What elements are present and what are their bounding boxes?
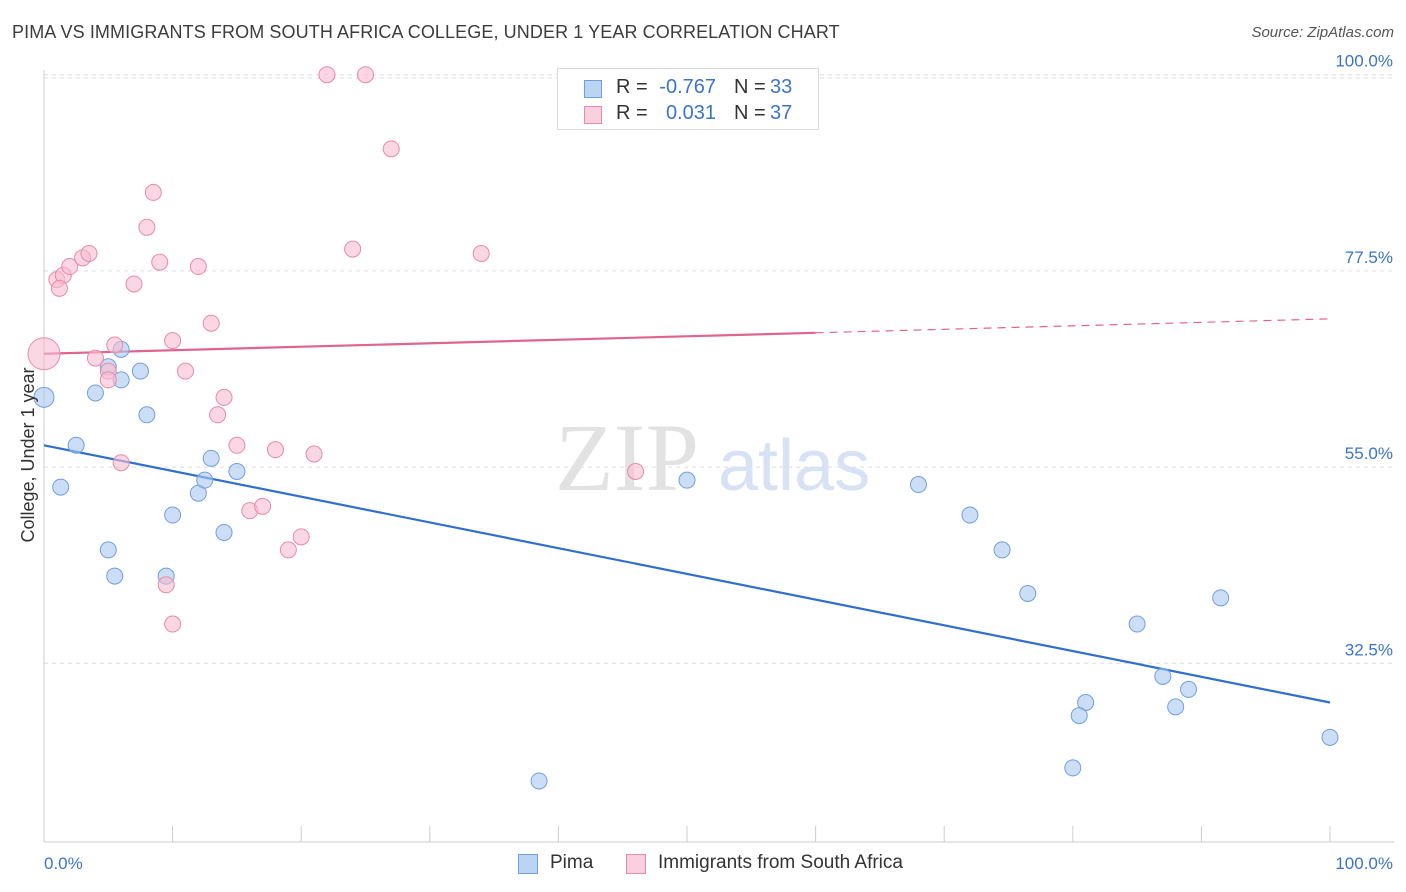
south-africa-point — [138, 218, 156, 236]
x-tick-label-max: 100.0% — [1335, 854, 1393, 873]
pima-trend-line — [43, 444, 1331, 704]
pima-point — [106, 567, 124, 585]
pima-point — [1167, 698, 1185, 716]
pima-point — [52, 478, 70, 496]
series-swatch-south-africa — [626, 854, 646, 874]
south-africa-point — [627, 462, 645, 480]
pima-point — [228, 462, 246, 480]
south-africa-point — [80, 244, 98, 262]
south-africa-point — [144, 183, 162, 201]
south-africa-point — [157, 576, 175, 594]
south-africa-point — [472, 244, 490, 262]
legend-r-label: R = — [616, 102, 648, 124]
pima-point — [131, 362, 149, 380]
south-africa-point — [292, 528, 310, 546]
south-africa-point — [279, 541, 297, 559]
pima-point — [215, 523, 233, 541]
pima-point — [961, 506, 979, 524]
south-africa-point — [202, 314, 220, 332]
trend-layer — [43, 318, 1331, 704]
legend-swatch-pima — [584, 80, 602, 98]
pima-point — [1064, 759, 1082, 777]
south-africa-point — [164, 332, 182, 350]
correlation-legend: R = -0.767 N = 33 R = 0.031 N = 37 — [557, 68, 819, 130]
series-label-pima: Pima — [550, 852, 594, 873]
legend-row-south-africa: R = 0.031 N = 37 — [558, 102, 820, 126]
chart-source: Source: ZipAtlas.com — [1251, 24, 1394, 41]
south-africa-trend-line — [43, 331, 816, 355]
pima-point — [196, 471, 214, 489]
ticklabel-layer: 32.5% 55.0% 77.5% 100.0% 0.0% 100.0% — [44, 52, 1393, 873]
legend-row-pima: R = -0.767 N = 33 — [558, 76, 820, 100]
south-africa-point — [164, 615, 182, 633]
south-africa-point — [86, 349, 104, 367]
south-africa-point — [357, 66, 374, 84]
pima-point — [33, 386, 55, 408]
series-legend: Pima Immigrants from South Africa — [0, 852, 1406, 876]
grid-layer — [44, 74, 1394, 664]
south-africa-point — [125, 275, 143, 293]
south-africa-point — [305, 445, 323, 463]
south-africa-point — [61, 258, 79, 276]
south-africa-point — [189, 258, 207, 276]
pima-point — [678, 471, 696, 489]
legend-n-label: N = — [734, 102, 766, 124]
south-africa-point — [228, 436, 246, 454]
pima-point — [993, 541, 1011, 559]
pima-point — [909, 476, 927, 494]
pima-point — [99, 541, 117, 559]
chart-title: PIMA VS IMMIGRANTS FROM SOUTH AFRICA COL… — [12, 22, 840, 42]
legend-r-value-pima: -0.767 — [659, 76, 716, 98]
pima-point — [1212, 589, 1230, 607]
y-tick-label: 32.5% — [1345, 640, 1393, 659]
south-africa-point — [215, 388, 233, 406]
pima-point — [67, 436, 85, 454]
pima-point — [1128, 615, 1146, 633]
pima-point — [138, 406, 156, 424]
legend-swatch-south-africa — [584, 106, 602, 124]
south-africa-trend-line-extension — [815, 318, 1331, 334]
series-swatch-pima — [518, 854, 538, 874]
x-tick-label-min: 0.0% — [44, 854, 83, 873]
pima-point — [530, 772, 548, 790]
watermark-atlas: atlas — [718, 426, 870, 506]
pima-point — [1321, 728, 1339, 746]
y-axis-label: College, Under 1 year — [18, 367, 38, 542]
pima-point — [1019, 585, 1037, 603]
y-tick-label: 100.0% — [1335, 52, 1393, 71]
south-africa-point — [344, 240, 362, 258]
south-africa-point — [266, 441, 284, 459]
points-layer — [27, 66, 1339, 790]
south-africa-point — [382, 140, 400, 158]
y-tick-label: 77.5% — [1345, 248, 1393, 267]
legend-r-label: R = — [616, 76, 648, 98]
south-africa-point — [27, 337, 61, 371]
axes-layer — [43, 70, 1394, 843]
y-tick-label: 55.0% — [1345, 444, 1393, 463]
south-africa-point — [318, 66, 336, 84]
south-africa-point — [209, 406, 227, 424]
legend-r-value-south-africa: 0.031 — [665, 102, 716, 124]
watermark-zip: ZIP — [555, 404, 699, 511]
pima-point — [1180, 680, 1198, 698]
pima-point — [86, 384, 104, 402]
pima-point — [164, 506, 182, 524]
south-africa-point — [106, 336, 124, 354]
south-africa-point — [176, 362, 194, 380]
south-africa-point — [254, 497, 272, 515]
legend-n-value-pima: 33 — [770, 76, 793, 98]
south-africa-point — [112, 454, 130, 472]
series-label-south-africa: Immigrants from South Africa — [658, 852, 903, 873]
south-africa-point — [50, 279, 68, 297]
legend-n-label: N = — [734, 76, 766, 98]
pima-point — [1070, 707, 1088, 725]
legend-n-value-south-africa: 37 — [770, 102, 793, 124]
south-africa-point — [151, 253, 169, 271]
pima-point — [202, 449, 220, 467]
pima-point — [1154, 667, 1172, 685]
south-africa-point — [99, 371, 117, 389]
